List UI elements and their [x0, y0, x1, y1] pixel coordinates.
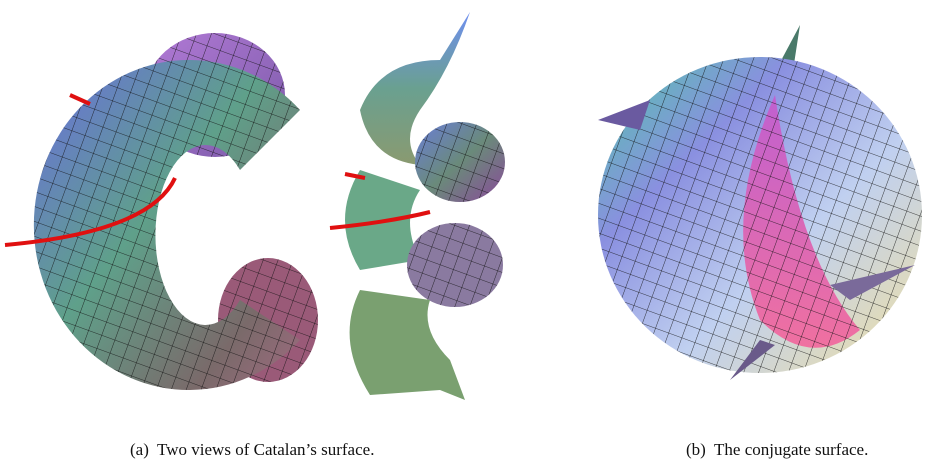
catalan-view-2	[330, 12, 505, 400]
figure: (a) Two views of Catalan’s surface. (b) …	[0, 0, 931, 476]
subfigure-caption: (b) The conjugate surface.	[686, 440, 868, 460]
catalan-view-1	[5, 33, 318, 390]
figure-art	[0, 0, 931, 430]
subfigure-caption: (a) Two views of Catalan’s surface.	[130, 440, 374, 460]
conjugate-surface	[598, 25, 922, 380]
